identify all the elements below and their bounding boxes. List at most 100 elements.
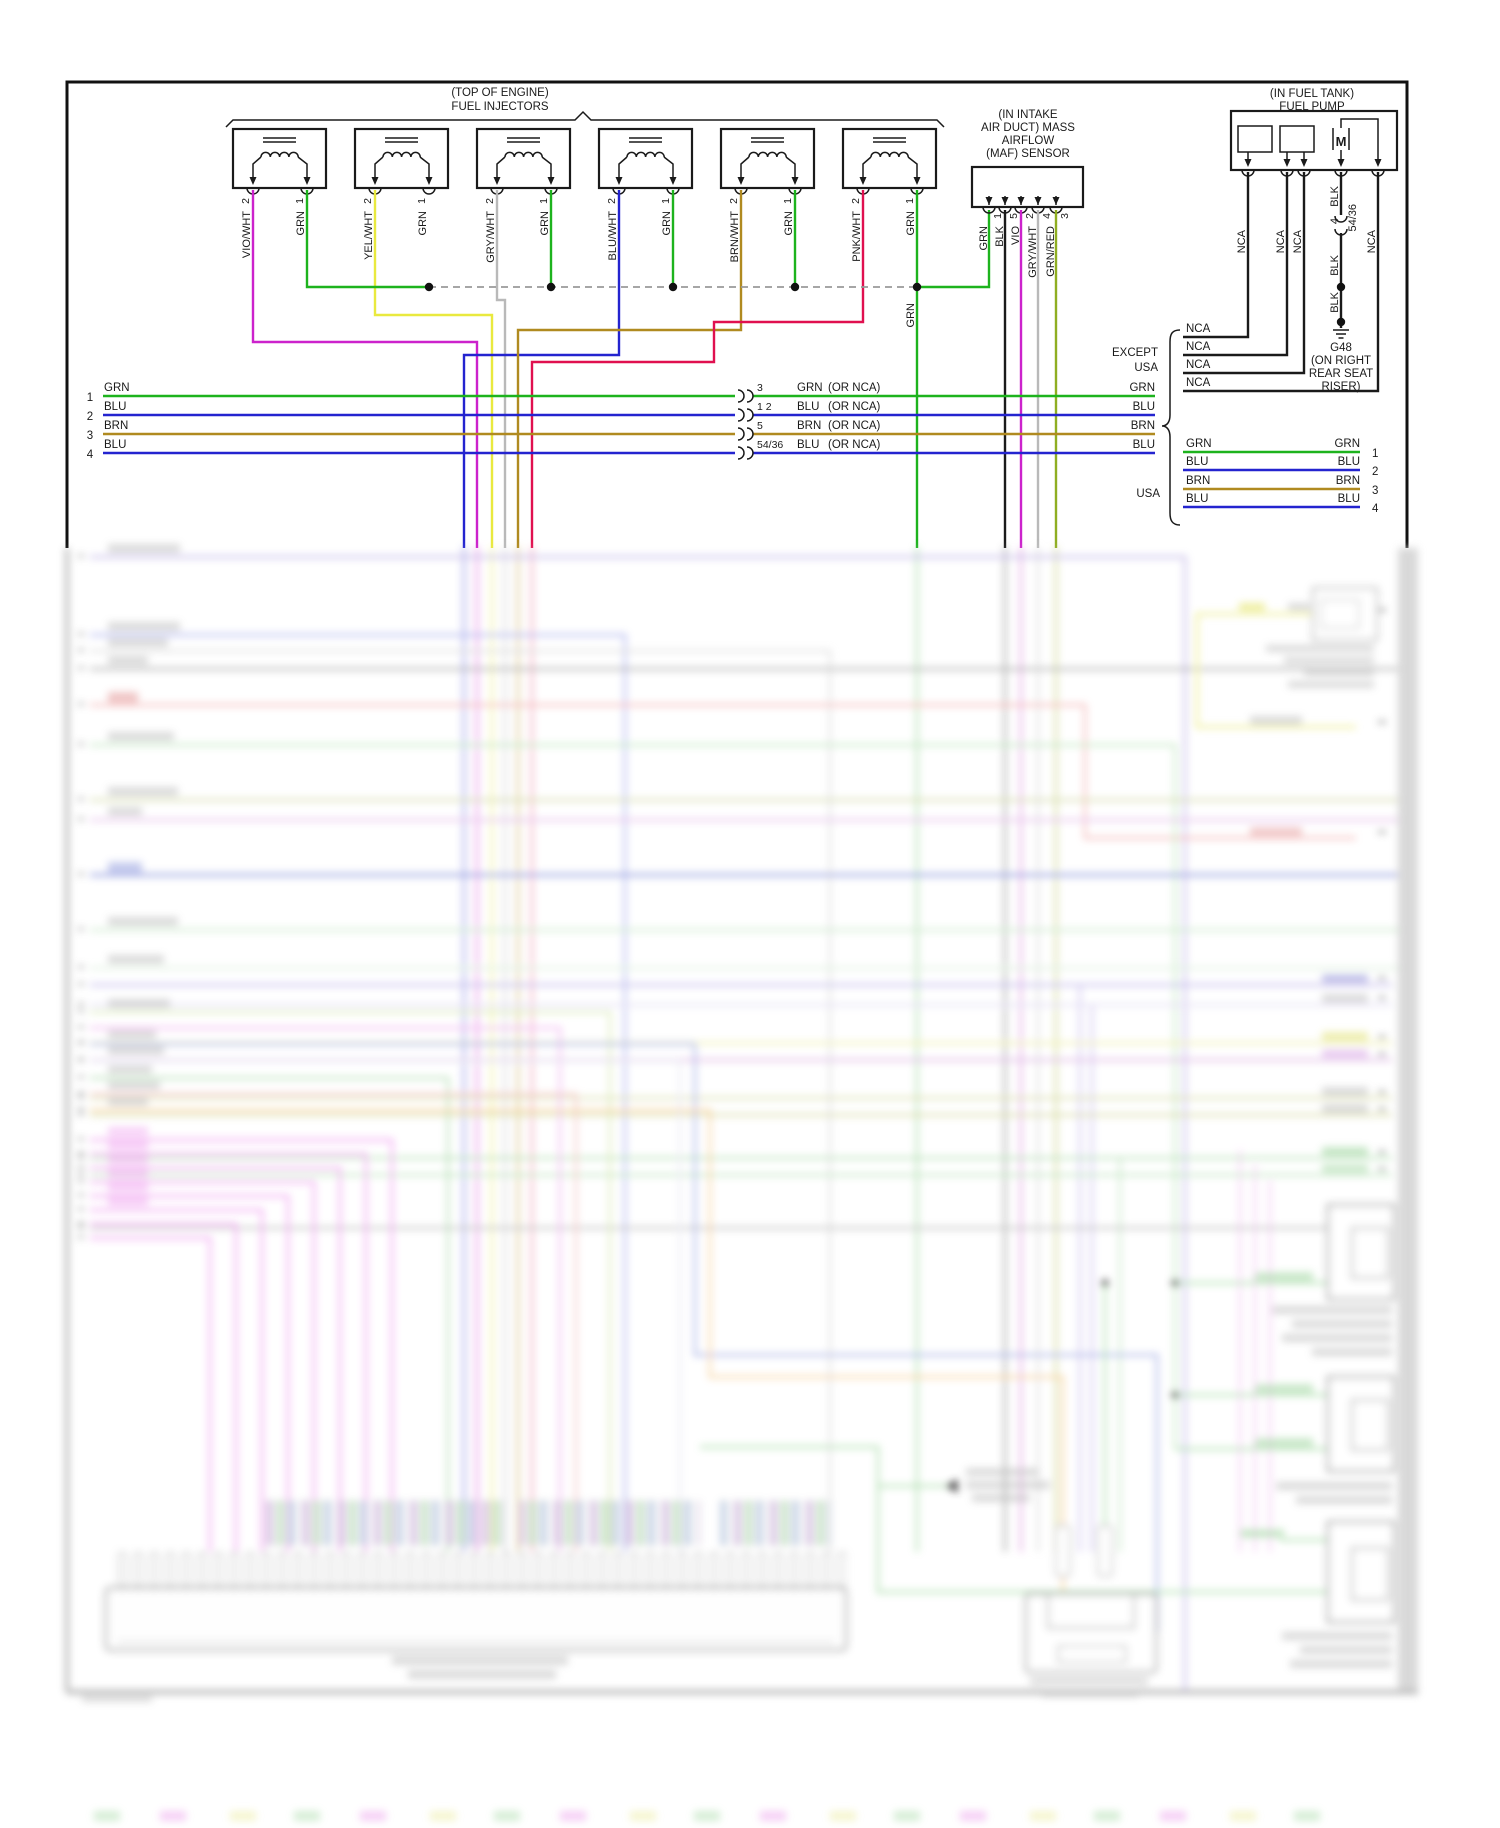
maf-sensor: (IN INTAKE AIR DUCT) MASS AIRFLOW (MAF) … xyxy=(970,109,1085,548)
blurred-lower-schematic xyxy=(65,544,1418,1822)
connector-4-pin: 54/36 xyxy=(757,439,783,451)
fuel-injector-5: 2 1 BRN/WHT GRN xyxy=(719,127,816,263)
usa-split-brace xyxy=(1161,329,1181,526)
connector-2-alt: (OR NCA) xyxy=(828,401,881,413)
injector-3-pin2-wire-label: GRY/WHT xyxy=(485,211,497,263)
maf-wire-blk-label: BLK xyxy=(994,225,1006,246)
connector-1-alt: (OR NCA) xyxy=(828,382,881,394)
usa-wire-4-number: 4 xyxy=(1372,503,1379,515)
injector-6-pin1-number: 1 xyxy=(904,198,916,204)
injector-2-pin1-number: 1 xyxy=(416,198,428,204)
connector-2-color: BLU xyxy=(797,401,819,413)
pump-connector-pin-label: 4 xyxy=(1329,218,1341,224)
fuel-pump-motor-symbol: M xyxy=(1336,134,1347,149)
main-harness-wires: 1 2 3 4 GRN BLU BRN BLU 3 1 2 5 54/36 GR… xyxy=(87,382,1155,461)
injectors-brace xyxy=(225,110,945,128)
maf-wire-grn-red-label: GRN/RED xyxy=(1045,226,1057,277)
usa-wire-2-left-label: BLU xyxy=(1186,456,1208,468)
main-wire-3-number: 3 xyxy=(87,430,93,442)
wire-blu-wht xyxy=(462,190,621,548)
wire-gry-wht xyxy=(495,190,507,548)
maf-location-line-3: AIRFLOW xyxy=(1002,135,1055,147)
main-wire-4-right-label: BLU xyxy=(1133,439,1155,451)
usa-branch: USA GRN BLU BRN BLU GRN BLU BRN BLU 1 2 … xyxy=(1136,438,1379,515)
connector-4-color: BLU xyxy=(797,439,819,451)
inline-connector-symbols xyxy=(737,389,754,460)
blurred-vertical-harness xyxy=(462,546,1272,1552)
injector-2-pin1-wire-label: GRN xyxy=(417,211,429,236)
except-usa-nca-2: NCA xyxy=(1186,341,1211,353)
connector-1-color: GRN xyxy=(797,382,823,394)
fuel-pump: (IN FUEL TANK) FUEL PUMP M NCA NCA NCA N… xyxy=(1183,88,1399,393)
injector-6-pin1-wire-label: GRN xyxy=(905,211,917,236)
injector-3-pin2-number: 2 xyxy=(484,198,496,204)
pump-nca-label-1: NCA xyxy=(1236,229,1248,253)
wire-pump-nca-3 xyxy=(1183,172,1306,375)
ground-id-label: G48 xyxy=(1330,342,1352,354)
main-wire-2-right-label: BLU xyxy=(1133,401,1155,413)
injector-1-pin2-wire-label: VIO/WHT xyxy=(241,211,253,258)
usa-wire-1-number: 1 xyxy=(1372,448,1378,460)
usa-wire-2-number: 2 xyxy=(1372,466,1378,478)
injector-3-pin1-wire-label: GRN xyxy=(539,211,551,236)
injector-1-pin1-number: 1 xyxy=(294,198,306,204)
wire-pnk-wht xyxy=(530,190,865,548)
injector-5-pin2-wire-label: BRN/WHT xyxy=(729,211,741,263)
fuel-pump-sender-1 xyxy=(1237,125,1273,153)
injector-6-pin2-number: 2 xyxy=(850,198,862,204)
fuel-pump-sender-2 xyxy=(1279,125,1315,153)
main-wire-1-number: 1 xyxy=(87,392,93,404)
ground-location-line-3: RISER) xyxy=(1322,381,1361,393)
pump-connector-id-label: 54/36 xyxy=(1347,204,1359,232)
injectors-title-label: FUEL INJECTORS xyxy=(451,101,548,113)
injector-1-pin1-wire-label: GRN xyxy=(295,211,307,236)
usa-wire-3-left-label: BRN xyxy=(1186,475,1210,487)
maf-location-line-4: (MAF) SENSOR xyxy=(986,148,1070,160)
usa-wire-1-left-label: GRN xyxy=(1186,438,1212,450)
main-wire-4-number: 4 xyxy=(87,449,94,461)
connector-3-pin: 5 xyxy=(757,420,763,432)
injector-6-pin2-wire-label: PNK/WHT xyxy=(851,211,863,262)
wire-pump-nca-4 xyxy=(1183,172,1380,393)
blurred-bottom-strip xyxy=(90,1810,1320,1822)
fuel-injector-2: 2 1 YEL/WHT GRN xyxy=(353,127,450,260)
pump-blk-label-mid: BLK xyxy=(1329,254,1341,275)
maf-wire-vio-label: VIO xyxy=(1010,226,1022,245)
except-usa-nca-1: NCA xyxy=(1186,323,1211,335)
wire-yel-wht xyxy=(373,190,494,548)
pump-blk-label-upper: BLK xyxy=(1329,185,1341,206)
maf-pin-3-number: 3 xyxy=(1059,213,1071,219)
usa-wire-3-number: 3 xyxy=(1372,485,1378,497)
wire-pump-nca-2 xyxy=(1183,172,1289,357)
blurred-arrow-note xyxy=(944,1468,1050,1502)
ground-symbol xyxy=(1333,329,1349,339)
blurred-wire-labels xyxy=(78,544,1386,1538)
main-wire-4-label: BLU xyxy=(104,439,126,451)
main-wire-2-number: 2 xyxy=(87,411,93,423)
usa-wire-2-right-label: BLU xyxy=(1338,456,1360,468)
diagram-border xyxy=(65,80,1409,548)
injector-green-supply-bus: GRN xyxy=(305,190,991,548)
injector-4-pin2-wire-label: BLU/WHT xyxy=(607,211,619,261)
except-usa-nca-3: NCA xyxy=(1186,359,1211,371)
blurred-junction-dots xyxy=(1101,1279,1179,1399)
fuel-injector-3: 2 1 GRY/WHT GRN xyxy=(475,127,572,263)
maf-pin-1-number: 1 xyxy=(992,213,1004,219)
connector-1-pin: 3 xyxy=(757,382,763,394)
injector-signal-wires xyxy=(251,190,865,548)
fuel-injector-4: 2 1 BLU/WHT GRN xyxy=(597,127,694,261)
pump-nca-label-3: NCA xyxy=(1292,229,1304,253)
usa-label: USA xyxy=(1136,488,1160,500)
connector-2-pin: 1 2 xyxy=(757,401,772,413)
usa-wire-4-right-label: BLU xyxy=(1338,493,1360,505)
pump-blk-label-lower: BLK xyxy=(1329,291,1341,312)
maf-wire-grn-label: GRN xyxy=(978,226,990,251)
blurred-left-circuits xyxy=(90,555,1398,1690)
blurred-borders xyxy=(65,548,1418,1694)
main-wire-1-right-label: GRN xyxy=(1129,382,1155,394)
injector-5-pin1-wire-label: GRN xyxy=(783,211,795,236)
injector-5-pin1-number: 1 xyxy=(782,198,794,204)
maf-location-line-1: (IN INTAKE xyxy=(998,109,1058,121)
